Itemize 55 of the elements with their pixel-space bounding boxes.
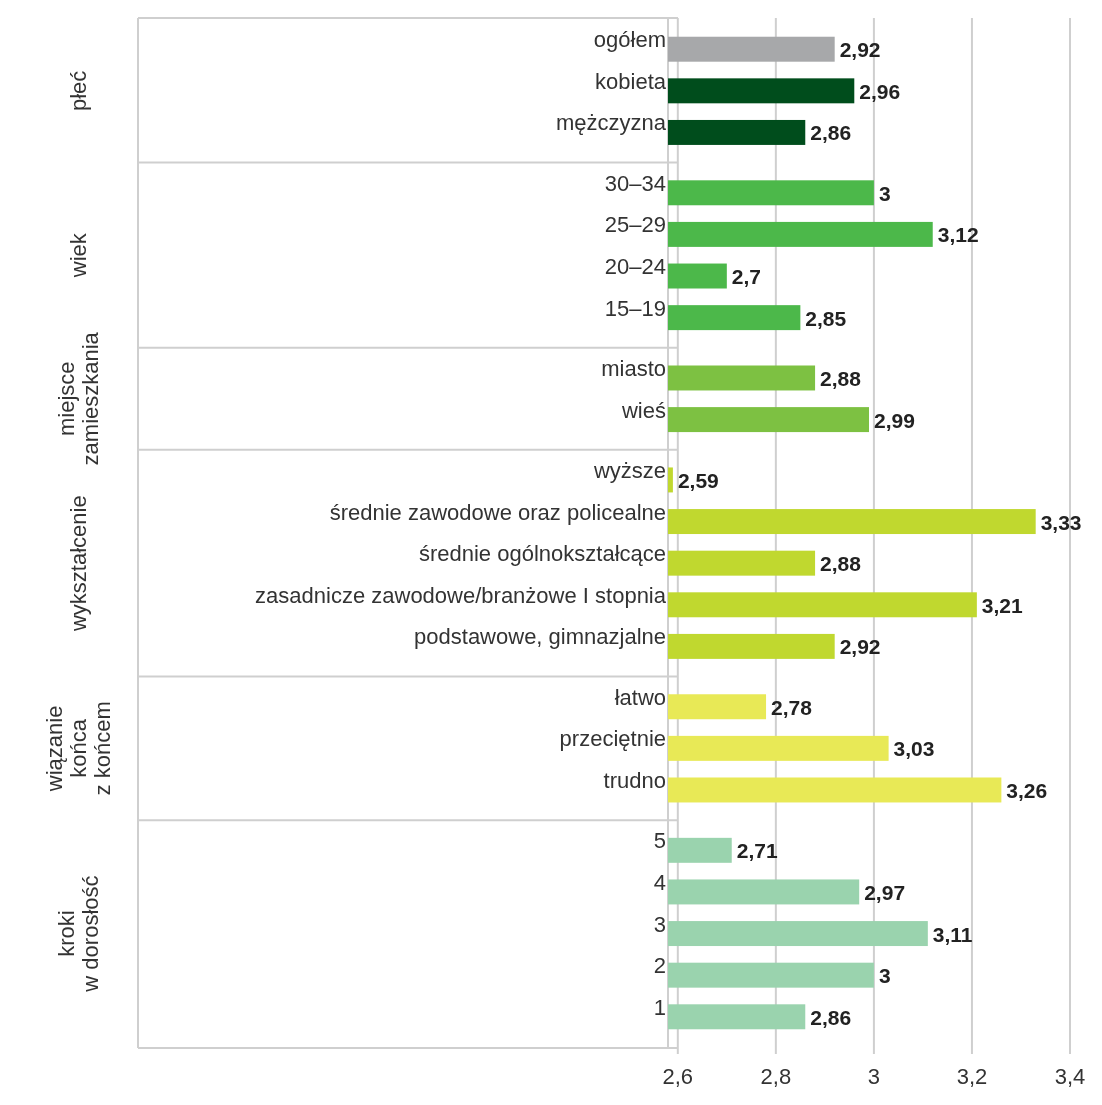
text: płeć	[66, 70, 91, 112]
y-tick-label: 1	[653, 994, 666, 1020]
x-tick-label: 3	[867, 1064, 881, 1089]
data-label: 3,26	[1006, 778, 1048, 802]
y-tick-label: 20–24	[604, 254, 666, 280]
x-tick-label: 3,2	[956, 1064, 988, 1089]
y-tick-label: zasadnicze zawodowe/branżowe I stopnia	[255, 582, 667, 608]
y-tick-label: miasto	[601, 355, 666, 381]
text: kroki w dorosłość	[54, 875, 103, 993]
data-label: 2,99	[874, 408, 915, 432]
data-label: 2,86	[810, 121, 852, 145]
y-tick-label: średnie ogólnokształcące	[418, 541, 666, 567]
data-label: 2,92	[839, 635, 881, 659]
data-label: 2,97	[864, 880, 906, 904]
data-label: 3,33	[1040, 510, 1082, 534]
data-label: 3	[878, 181, 891, 205]
text: wiązanie końca z końcem	[42, 701, 115, 796]
data-label: 2,71	[736, 839, 778, 863]
text: wykształcenie	[66, 495, 91, 633]
data-label: 2,88	[820, 552, 862, 576]
data-label: 2,96	[859, 79, 901, 103]
y-tick-label: kobieta	[595, 68, 667, 94]
x-tick-label: 3,4	[1054, 1064, 1086, 1089]
data-label: 3,03	[893, 737, 935, 761]
y-tick-label: 5	[653, 828, 666, 854]
x-tick-label: 2,8	[760, 1064, 792, 1089]
y-tick-label: 2	[653, 953, 666, 979]
y-tick-label: 4	[653, 869, 666, 895]
data-label: 2,7	[731, 265, 762, 289]
x-tick-label: 2,6	[662, 1064, 694, 1089]
y-tick-label: łatwo	[614, 684, 666, 710]
y-tick-label: przeciętnie	[559, 726, 666, 752]
data-label: 3	[878, 964, 891, 988]
data-label: 2,92	[839, 38, 881, 62]
text: wiek	[66, 232, 91, 279]
data-label: 2,78	[771, 695, 813, 719]
y-tick-label: wieś	[620, 397, 666, 423]
data-label: 2,59	[677, 468, 719, 492]
y-tick-label: wyższe	[592, 457, 666, 483]
y-tick-label: mężczyzna	[555, 110, 667, 136]
y-tick-label: 15–19	[604, 295, 666, 321]
data-label: 3,21	[981, 593, 1024, 617]
data-label: 3,12	[937, 223, 979, 247]
y-tick-label: trudno	[603, 767, 666, 793]
y-tick-label: 3	[653, 911, 666, 937]
y-tick-label: podstawowe, gimnazjalne	[414, 624, 666, 650]
data-label: 3,11	[932, 922, 973, 946]
data-label: 2,88	[820, 366, 862, 390]
y-tick-label: średnie zawodowe oraz policealne	[329, 499, 666, 525]
y-tick-label: 30–34	[604, 170, 666, 196]
data-label: 2,86	[810, 1005, 852, 1029]
y-tick-label: ogółem	[593, 27, 666, 53]
data-label: 2,85	[805, 306, 847, 330]
y-tick-label: 25–29	[604, 212, 666, 238]
text: miejsce zamieszkania	[54, 331, 103, 466]
